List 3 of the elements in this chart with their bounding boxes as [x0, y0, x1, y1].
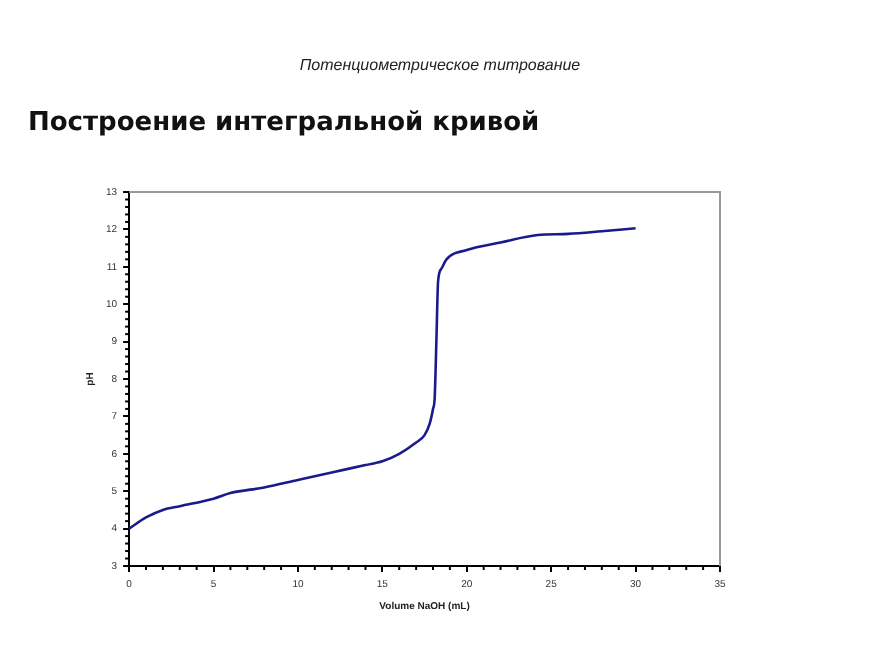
- line-series: [129, 226, 637, 530]
- chart-title: Построение интегральной кривой: [28, 108, 540, 138]
- chart-subtitle: Потенциометрическое титрование: [297, 56, 583, 74]
